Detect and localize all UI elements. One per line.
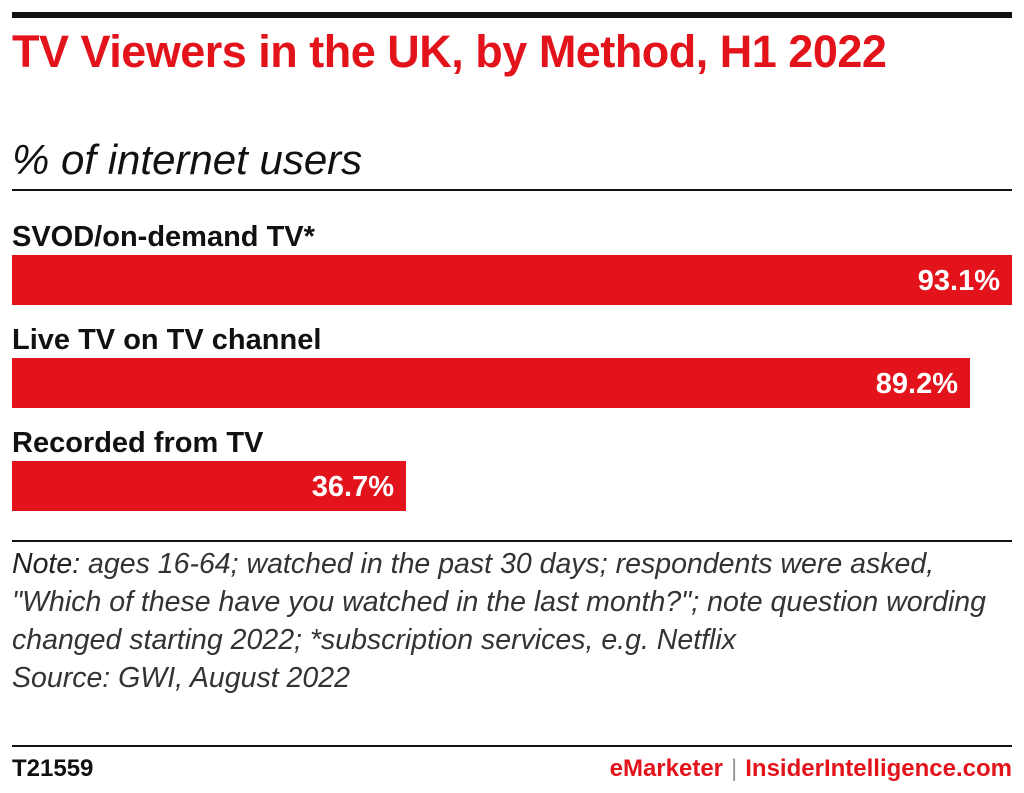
chart-subtitle: % of internet users [12,136,363,183]
chart-title: TV Viewers in the UK, by Method, H1 2022 [12,26,887,77]
chart-id: T21559 [12,755,94,782]
category-label: SVOD/on-demand TV* [12,221,316,253]
top-rule [12,12,1012,18]
bar [12,255,1012,305]
category-label: Recorded from TV [12,427,264,459]
brand-emarketer: eMarketer [609,755,724,782]
value-label: 93.1% [918,265,1000,297]
bar [12,358,970,408]
bar-chart: SVOD/on-demand TV* 93.1% Live TV on TV cha… [12,221,1012,511]
bar [12,461,406,511]
note-text: ages 16-64; watched in the past 30 days;… [12,548,986,656]
footer-divider [12,745,1012,747]
source-text: Source: GWI, August 2022 [12,662,350,694]
header-divider [12,189,1012,191]
note-lead: Note: [12,548,81,580]
chart-notes: Note: ages 16-64; watched in the past 30… [12,545,1012,697]
brand-separator: | [731,755,738,782]
brand-insiderintelligence: InsiderIntelligence.com [745,755,1012,782]
value-label: 89.2% [876,368,958,400]
notes-divider [12,540,1012,542]
value-label: 36.7% [312,471,394,503]
footer-brand: eMarketer | InsiderIntelligence.com [610,755,1012,783]
category-label: Live TV on TV channel [12,324,321,356]
